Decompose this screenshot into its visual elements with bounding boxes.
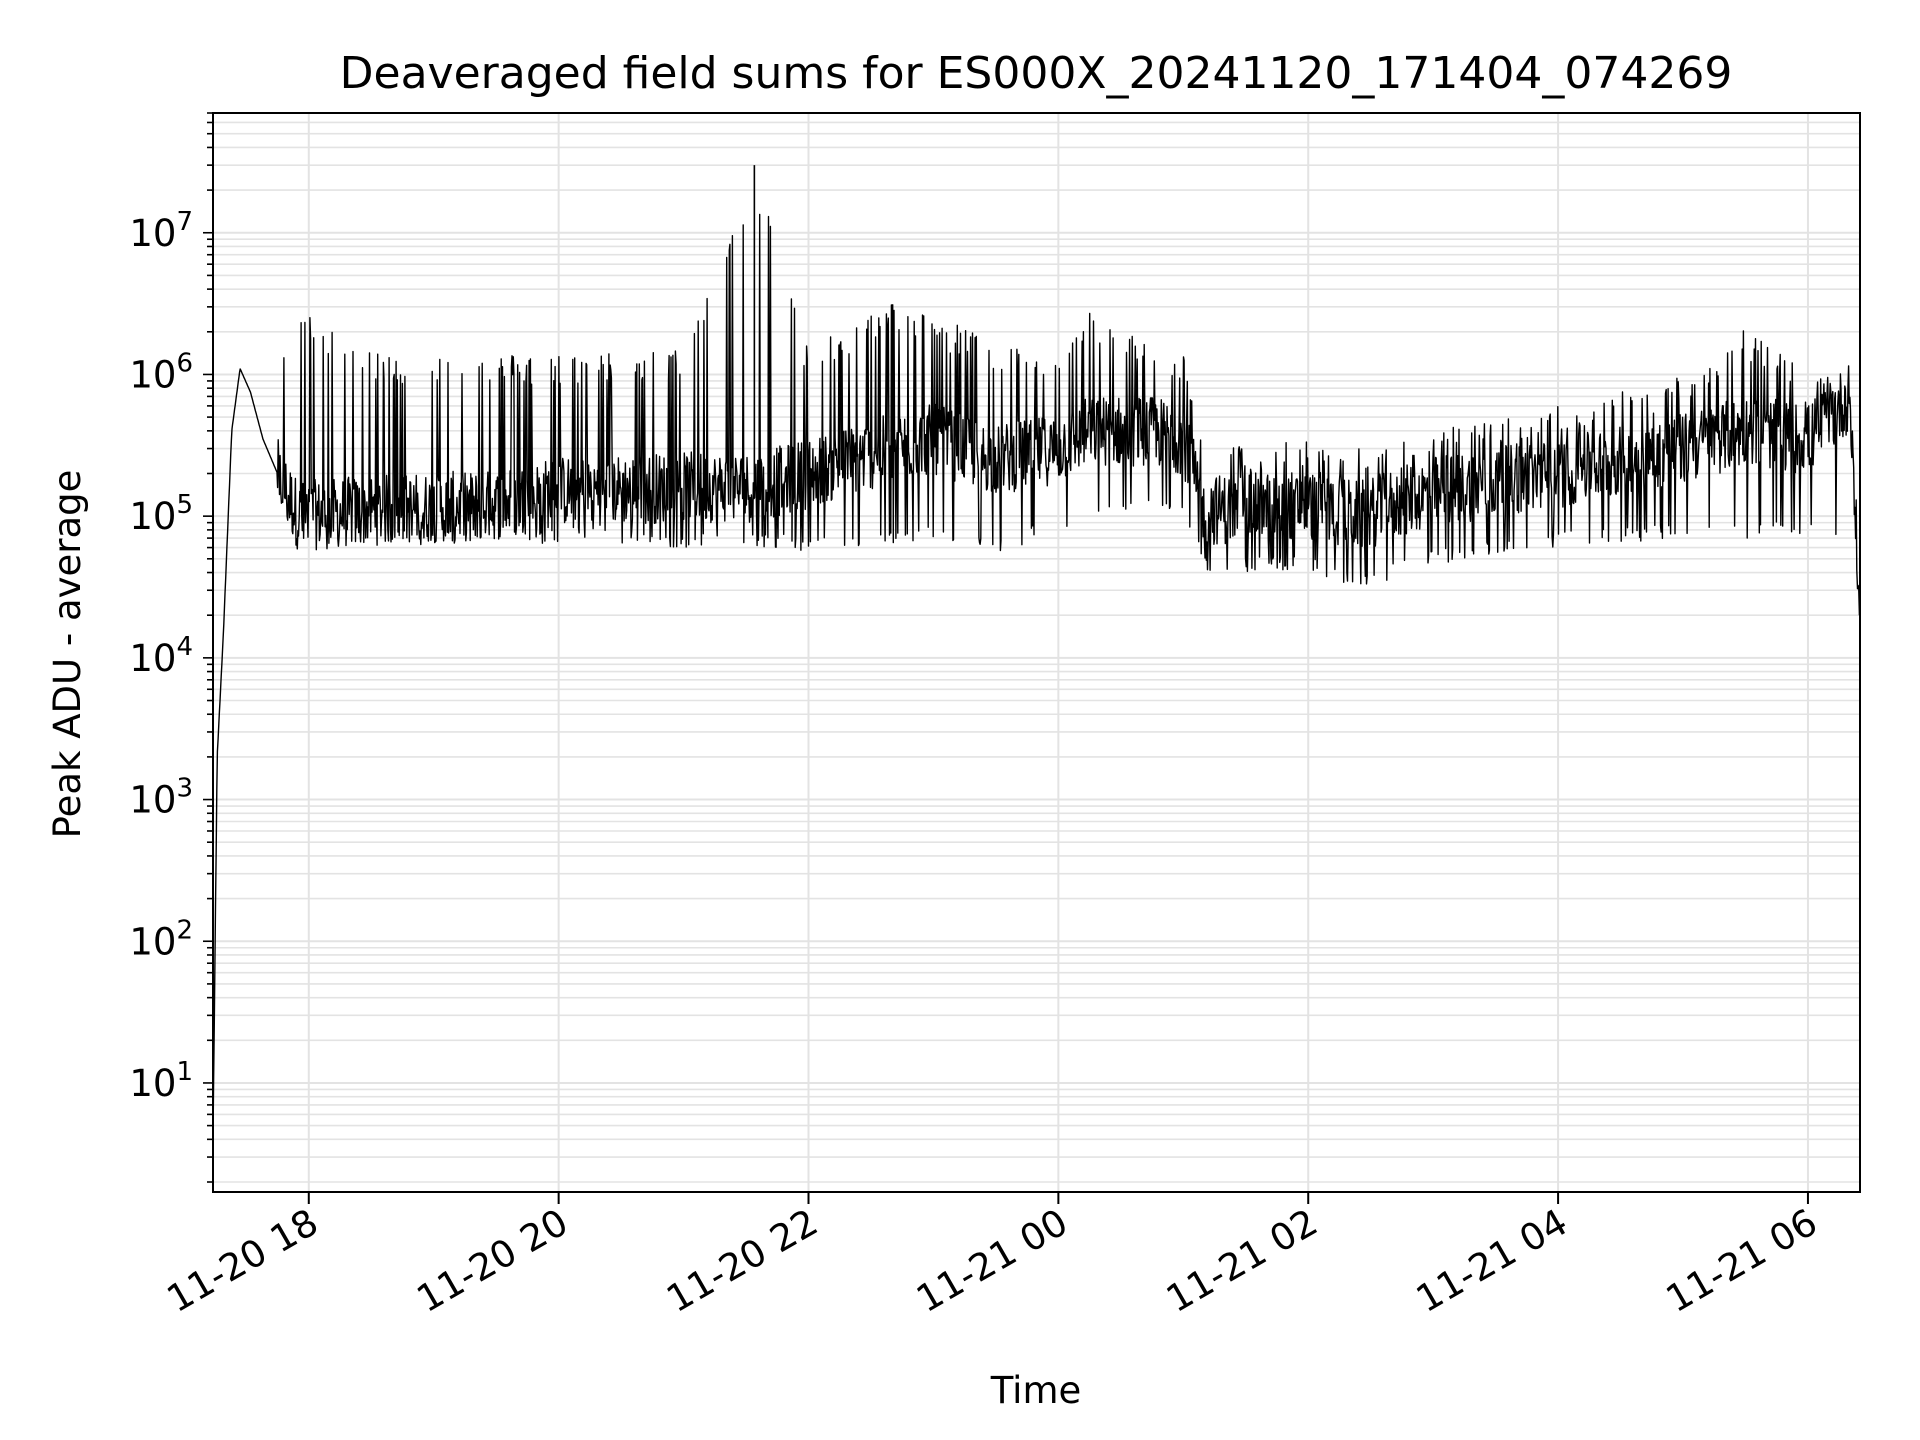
y-tick-exponent: 6	[176, 348, 193, 378]
y-tick-base: 10	[129, 779, 176, 822]
y-tick-base: 10	[129, 353, 176, 396]
y-tick-base: 10	[129, 637, 176, 680]
y-tick-base: 10	[129, 920, 176, 963]
chart-title: Deaveraged field sums for ES000X_2024112…	[340, 48, 1733, 99]
y-tick-base: 10	[129, 495, 176, 538]
y-tick-label: 104	[129, 632, 193, 680]
y-tick-label: 106	[129, 348, 193, 396]
y-axis-label: Peak ADU - average	[46, 470, 89, 839]
y-tick-base: 10	[129, 212, 176, 255]
y-tick-exponent: 7	[176, 207, 193, 237]
y-tick-exponent: 3	[176, 774, 193, 804]
x-axis-label: Time	[990, 1369, 1082, 1412]
y-tick-base: 10	[129, 1062, 176, 1105]
y-tick-exponent: 1	[176, 1057, 193, 1087]
grid-layer	[213, 112, 1860, 1192]
y-tick-exponent: 5	[176, 490, 193, 520]
y-tick-label: 105	[129, 490, 193, 538]
y-tick-exponent: 4	[176, 632, 193, 662]
series-line	[212, 213, 1861, 1140]
y-tick-label: 103	[129, 774, 193, 822]
series-layer	[212, 165, 1861, 1140]
y-tick-label: 107	[129, 207, 193, 255]
plot-frame	[212, 112, 1861, 1193]
y-tick-label: 101	[129, 1057, 193, 1105]
y-tick-label: 102	[129, 915, 193, 963]
y-tick-exponent: 2	[176, 915, 193, 945]
